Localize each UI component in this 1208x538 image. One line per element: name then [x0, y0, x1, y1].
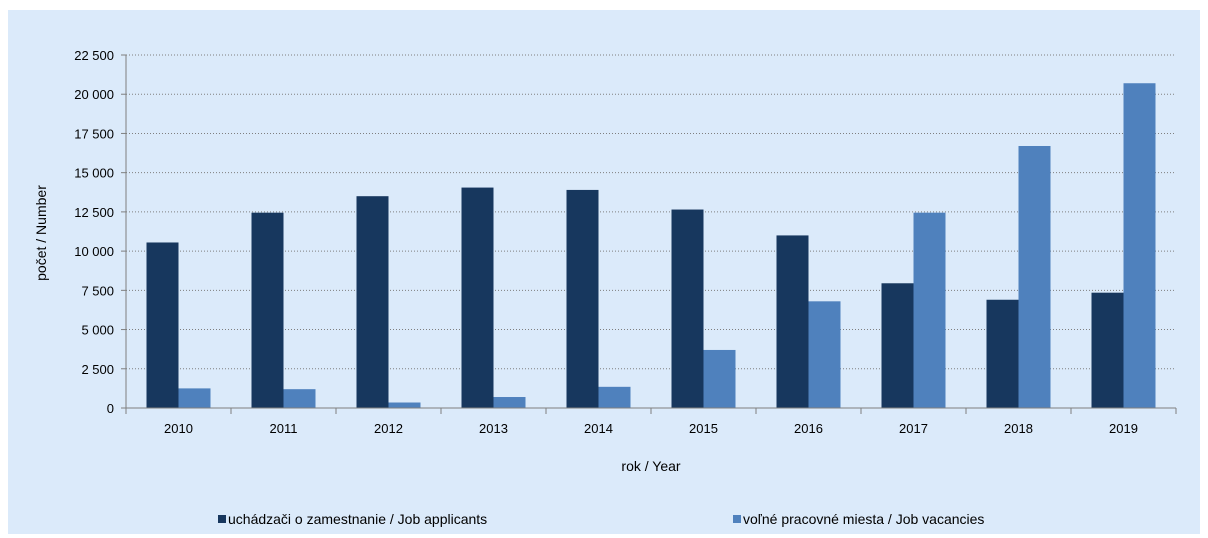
y-tick-labels: 0 2 500 5 000 7 500 10 000 12 500 15 000 17 500…	[74, 48, 126, 416]
y-tick-label: 7 500	[81, 283, 114, 298]
bar-job-applicants	[461, 187, 494, 408]
bar-job-applicants	[146, 242, 179, 408]
x-tick-label: 2014	[584, 421, 613, 436]
bar-job-vacancies	[178, 388, 211, 408]
bar-job-applicants	[776, 235, 809, 408]
bar-job-vacancies	[1123, 83, 1156, 409]
bar-job-vacancies	[1018, 145, 1051, 409]
bar-job-vacancies	[808, 301, 841, 408]
y-tick-label: 0	[107, 401, 114, 416]
bar-job-vacancies	[598, 386, 631, 408]
x-tick-label: 2011	[270, 421, 298, 436]
x-tick-label: 2018	[1004, 421, 1033, 436]
legend-swatch-vacancies	[733, 515, 741, 523]
x-tick-labels: 2010 2011 2012 2013 2014 2015 2016 2017 2018 2019	[164, 421, 1138, 436]
y-tick-label: 5 000	[81, 323, 114, 338]
gridlines	[126, 54, 1176, 370]
x-axis-label: rok / Year	[621, 458, 680, 474]
bar-job-applicants	[251, 212, 284, 408]
legend-swatch-applicants	[218, 515, 226, 523]
bar-job-applicants	[356, 196, 389, 408]
x-tick-label: 2016	[794, 421, 823, 436]
chart-background	[8, 10, 1200, 534]
legend-label-vacancies: voľné pracovné miesta / Job vacancies	[743, 511, 984, 527]
bar-job-vacancies	[493, 397, 526, 408]
legend-label-applicants: uchádzači o zamestnanie / Job applicants	[228, 511, 487, 527]
y-tick-label: 20 000	[74, 87, 114, 102]
bar-job-vacancies	[283, 389, 316, 408]
bar-job-applicants	[1091, 292, 1124, 408]
legend: uchádzači o zamestnanie / Job applicants…	[218, 511, 984, 527]
axes	[125, 55, 1177, 414]
bar-job-vacancies	[913, 212, 946, 408]
y-axis-label: počet / Number	[33, 185, 49, 281]
y-tick-label: 15 000	[74, 166, 114, 181]
bar-job-vacancies	[388, 402, 421, 408]
y-tick-label: 22 500	[74, 48, 114, 63]
bar-job-vacancies	[703, 349, 736, 408]
x-tick-label: 2019	[1109, 421, 1138, 436]
y-tick-label: 10 000	[74, 244, 114, 259]
y-tick-label: 12 500	[74, 205, 114, 220]
y-tick-label: 2 500	[81, 362, 114, 377]
bar-job-applicants	[986, 299, 1019, 408]
x-tick-label: 2015	[689, 421, 718, 436]
bar-job-applicants	[566, 189, 599, 408]
bars	[146, 83, 1156, 409]
x-tick-label: 2013	[479, 421, 508, 436]
y-tick-label: 17 500	[74, 126, 114, 141]
bar-job-applicants	[671, 209, 704, 408]
bar-job-applicants	[881, 283, 914, 408]
x-tick-label: 2017	[899, 421, 928, 436]
x-tick-label: 2010	[164, 421, 193, 436]
x-tick-label: 2012	[374, 421, 403, 436]
